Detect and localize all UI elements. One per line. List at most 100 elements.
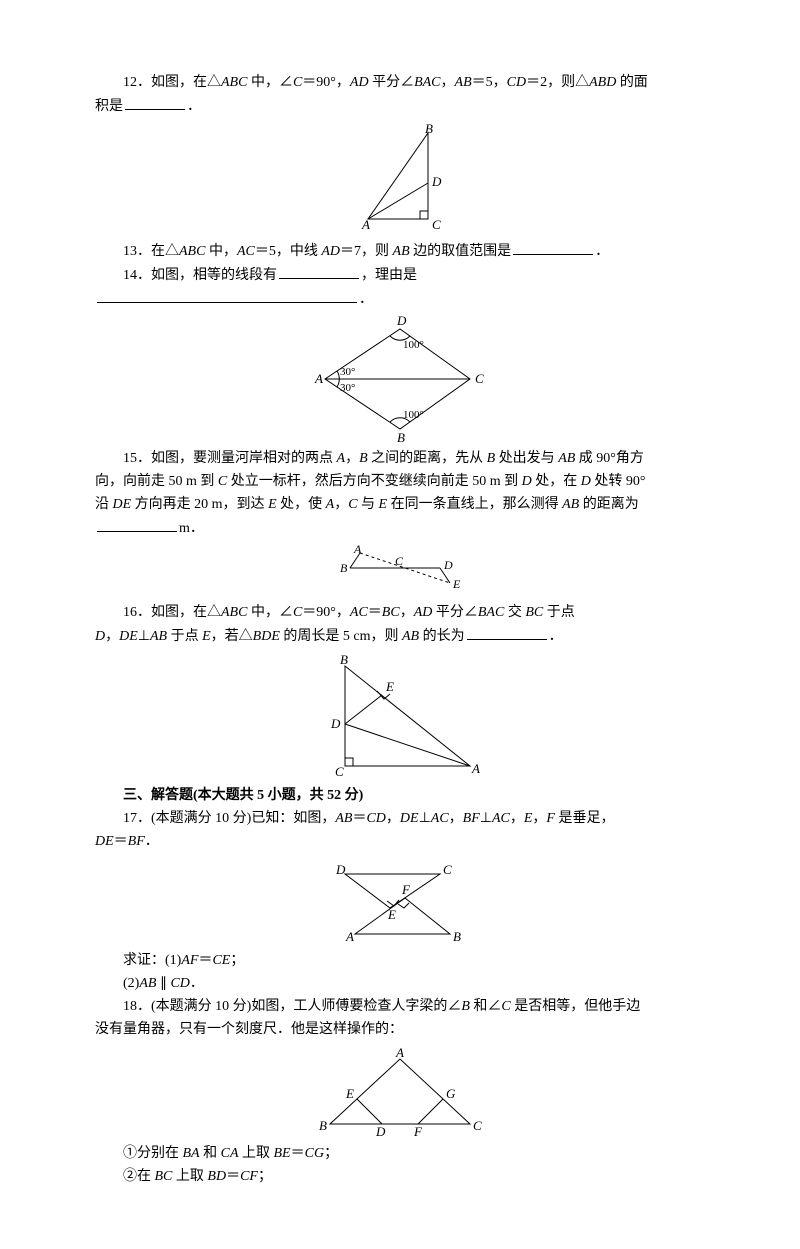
ba: BA bbox=[183, 1146, 200, 1161]
t: ＝ bbox=[226, 1169, 240, 1184]
label-e: E bbox=[345, 1086, 354, 1101]
q18-step2: ②在 BC 上取 BD＝CF； bbox=[95, 1166, 705, 1187]
cd: CD bbox=[366, 811, 385, 826]
t: ，理由是 bbox=[361, 268, 417, 283]
fig12: A B C D bbox=[95, 121, 705, 236]
label-b: B bbox=[453, 929, 461, 944]
triangle-abe bbox=[355, 898, 450, 934]
abc: ABC bbox=[221, 605, 247, 620]
line-de bbox=[345, 695, 382, 724]
bc2: BC bbox=[525, 605, 543, 620]
t: ． bbox=[549, 629, 563, 644]
t: 与 bbox=[358, 497, 379, 512]
af: AF bbox=[181, 953, 198, 968]
t: ＝ bbox=[198, 953, 212, 968]
t: ⊥ bbox=[480, 811, 492, 826]
label-c: C bbox=[473, 1118, 482, 1133]
t: 15．如图，要测量河岸相对的两点 bbox=[123, 451, 337, 466]
b: B bbox=[359, 451, 368, 466]
bc: BC bbox=[155, 1169, 173, 1184]
c: C bbox=[293, 75, 302, 90]
label-a: A bbox=[361, 217, 370, 232]
q14-line2: ． bbox=[95, 288, 705, 310]
ad: AD bbox=[321, 244, 340, 259]
triangle bbox=[345, 666, 470, 766]
f: F bbox=[546, 811, 555, 826]
cf: CF bbox=[240, 1169, 258, 1184]
q12-line1: 12．如图，在△ABC 中，∠C＝90°，AD 平分∠BAC，AB＝5，CD＝2… bbox=[95, 72, 705, 93]
ac2: AC bbox=[492, 811, 510, 826]
fig18: A B C E G D F bbox=[95, 1044, 705, 1139]
t: ． bbox=[190, 976, 204, 991]
label-b: B bbox=[340, 561, 348, 575]
q16-line1: 16．如图，在△ABC 中，∠C＝90°，AC＝BC，AD 平分∠BAC 交 B… bbox=[95, 602, 705, 623]
d2: D bbox=[581, 474, 591, 489]
abc: ABC bbox=[221, 75, 247, 90]
label-b: B bbox=[425, 121, 433, 136]
ab: AB bbox=[558, 451, 575, 466]
cd2: CD bbox=[170, 976, 189, 991]
t: 上取 bbox=[239, 1146, 274, 1161]
ca: CA bbox=[221, 1146, 239, 1161]
d: D bbox=[95, 629, 105, 644]
t: ＝5，中线 bbox=[255, 244, 322, 259]
label-d: D bbox=[431, 174, 442, 189]
t: 边的取值范围是 bbox=[410, 244, 512, 259]
t: ， bbox=[400, 605, 414, 620]
fig17: D C A B E F bbox=[95, 856, 705, 946]
t: ∥ bbox=[156, 976, 170, 991]
line-da bbox=[345, 724, 470, 766]
t: ， bbox=[532, 811, 546, 826]
fig14-svg: A C D B 100° 100° 30° 30° bbox=[295, 314, 505, 444]
q17-prove2: (2)AB ∥ CD． bbox=[95, 973, 705, 994]
cg: CG bbox=[305, 1146, 324, 1161]
t: (1) bbox=[165, 953, 181, 968]
be: BE bbox=[274, 1146, 291, 1161]
t: ； bbox=[258, 1169, 272, 1184]
ad: AD bbox=[414, 605, 433, 620]
t: ＝ bbox=[352, 811, 366, 826]
t: 在同一条直线上，那么测得 bbox=[387, 497, 562, 512]
t: ⊥ bbox=[419, 811, 431, 826]
q17-prove: 求证：(1)AF＝CE； bbox=[95, 950, 705, 971]
t: 和∠ bbox=[470, 999, 502, 1014]
fig16: B C A D E bbox=[95, 651, 705, 781]
t: m． bbox=[179, 521, 204, 536]
t: 于点 bbox=[167, 629, 202, 644]
label-f: F bbox=[401, 882, 411, 897]
t: 之间的距离，先从 bbox=[368, 451, 487, 466]
t: 中， bbox=[205, 244, 237, 259]
triangle-abc bbox=[368, 133, 428, 219]
t: 12．如图，在△ bbox=[123, 75, 221, 90]
label-b: B bbox=[397, 430, 405, 444]
t: ＝2，则△ bbox=[526, 75, 589, 90]
t: ； bbox=[230, 953, 244, 968]
t: 于点 bbox=[543, 605, 575, 620]
t: 是否相等，但他手边 bbox=[511, 999, 641, 1014]
t: ， bbox=[345, 451, 359, 466]
label-a: A bbox=[353, 543, 362, 556]
label-a: A bbox=[471, 761, 480, 776]
de: DE bbox=[113, 497, 132, 512]
de2: DE bbox=[95, 834, 114, 849]
angle-a1: 30° bbox=[340, 366, 355, 378]
line-gf bbox=[418, 1099, 443, 1124]
label-g: G bbox=[446, 1086, 456, 1101]
q18-line2: 没有量角器，只有一个刻度尺．他是这样操作的： bbox=[95, 1019, 705, 1040]
ac: AC bbox=[237, 244, 255, 259]
t: 求证： bbox=[123, 953, 165, 968]
ab: AB bbox=[335, 811, 352, 826]
t: 16．如图，在△ bbox=[123, 605, 221, 620]
label-d: D bbox=[443, 558, 453, 572]
section3: 三、解答题(本大题共 5 小题，共 52 分) bbox=[95, 785, 705, 806]
angle-a2: 30° bbox=[340, 382, 355, 394]
blank bbox=[467, 625, 547, 640]
q15-line1: 15．如图，要测量河岸相对的两点 A，B 之间的距离，先从 B 处出发与 AB … bbox=[95, 448, 705, 469]
line-ed bbox=[357, 1099, 382, 1124]
t: 14．如图，相等的线段有 bbox=[123, 268, 277, 283]
bac: BAC bbox=[414, 75, 440, 90]
e: E bbox=[202, 629, 211, 644]
t: 的距离为 bbox=[579, 497, 639, 512]
t: ， bbox=[334, 497, 348, 512]
page: 12．如图，在△ABC 中，∠C＝90°，AD 平分∠BAC，AB＝5，CD＝2… bbox=[0, 0, 800, 1249]
